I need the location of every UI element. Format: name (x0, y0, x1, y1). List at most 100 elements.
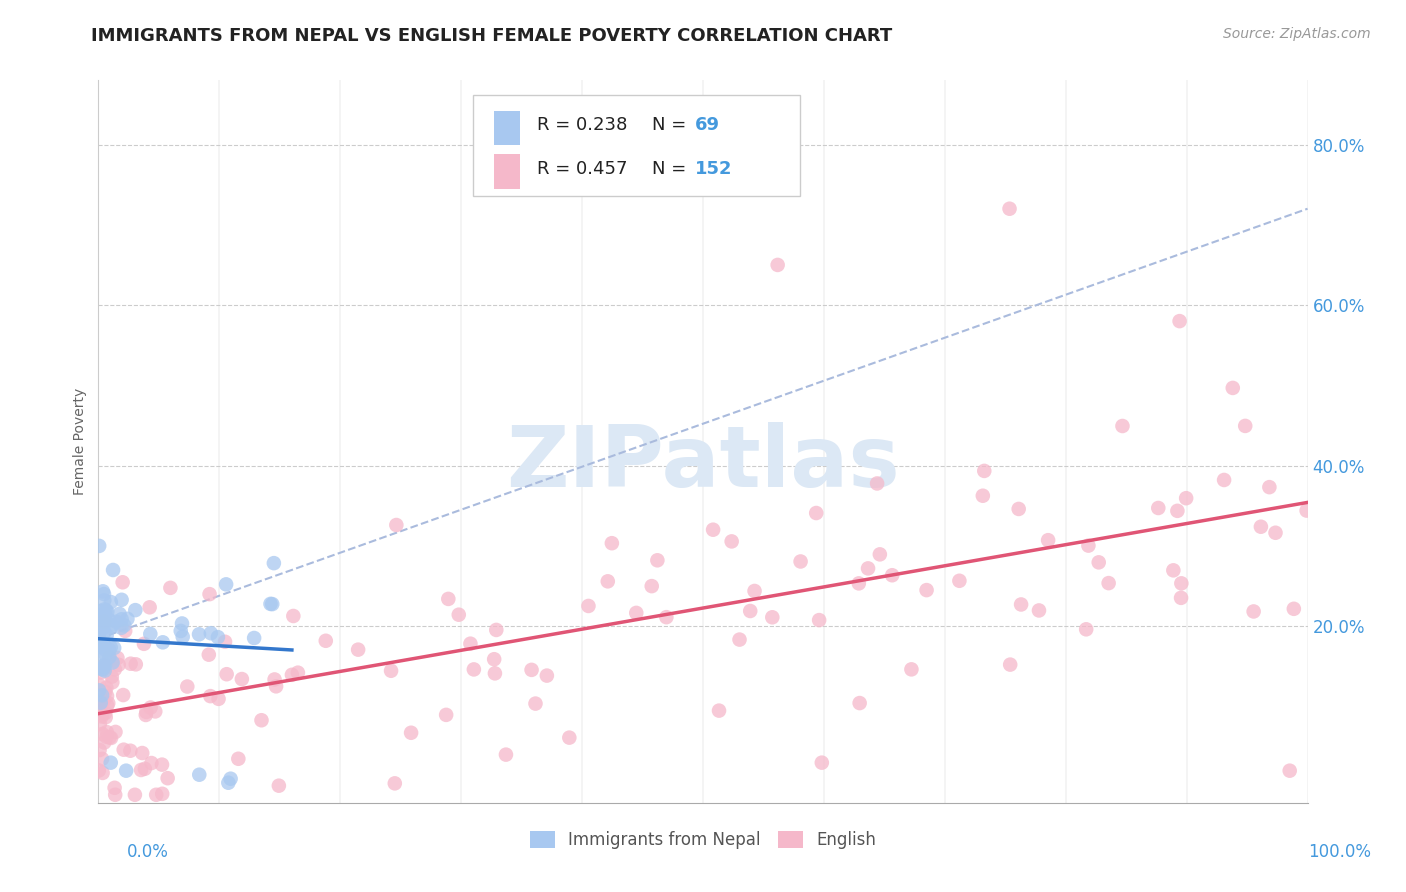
Point (135, 705, 157, 719)
Point (702, 523, 724, 537)
Point (93, 639, 115, 653)
Point (217, 776, 239, 790)
Point (972, 489, 994, 503)
Point (214, 634, 236, 648)
Point (384, 776, 406, 790)
Point (93, 659, 115, 673)
Point (437, 591, 460, 606)
Point (94, 603, 117, 617)
Point (90, 615, 112, 629)
Text: R = 0.238: R = 0.238 (537, 117, 627, 135)
Point (170, 624, 193, 638)
Point (1036, 533, 1059, 548)
Point (98, 731, 121, 745)
Point (198, 648, 221, 662)
Point (94, 710, 117, 724)
Point (536, 668, 558, 682)
Point (89, 743, 111, 757)
Point (108, 607, 131, 621)
Point (114, 624, 136, 638)
Text: 69: 69 (695, 117, 720, 135)
Point (87, 625, 110, 640)
Point (482, 652, 505, 666)
Point (869, 547, 891, 561)
Point (112, 742, 135, 756)
Point (93, 625, 115, 640)
Point (101, 656, 124, 670)
Point (998, 202, 1021, 216)
Point (150, 757, 173, 772)
Point (93, 664, 115, 678)
Point (287, 665, 309, 680)
Point (1264, 525, 1286, 540)
Point (188, 767, 211, 781)
FancyBboxPatch shape (494, 111, 520, 145)
Point (90, 640, 112, 654)
Point (267, 779, 290, 793)
Point (1175, 491, 1198, 506)
Point (1170, 591, 1192, 605)
Point (1147, 500, 1170, 515)
Point (111, 592, 134, 607)
Point (90, 665, 112, 680)
Point (94, 685, 117, 699)
Point (98, 650, 121, 665)
Text: 100.0%: 100.0% (1308, 843, 1371, 861)
Point (96, 681, 118, 695)
Point (152, 635, 174, 649)
Point (100, 640, 122, 655)
Point (1028, 603, 1050, 617)
Point (93, 735, 115, 749)
Point (97, 613, 120, 627)
Point (463, 662, 485, 676)
Point (156, 771, 179, 785)
Point (1243, 604, 1265, 618)
Point (399, 725, 422, 739)
Point (848, 576, 870, 591)
Point (380, 664, 402, 678)
FancyBboxPatch shape (474, 95, 800, 196)
Point (1087, 555, 1109, 569)
Point (93, 593, 115, 607)
Text: N =: N = (652, 160, 692, 178)
Point (215, 667, 238, 681)
Point (132, 637, 155, 651)
Point (447, 607, 470, 622)
Point (87, 683, 110, 698)
Point (107, 651, 129, 665)
Point (998, 657, 1021, 672)
Point (740, 604, 762, 618)
Point (856, 561, 879, 575)
Y-axis label: Female Poverty: Female Poverty (73, 388, 87, 495)
Point (1295, 503, 1317, 517)
Point (948, 574, 970, 588)
Point (647, 553, 669, 567)
Point (91, 662, 114, 676)
Point (228, 752, 250, 766)
Point (215, 577, 238, 591)
Point (91, 658, 114, 673)
Point (94, 615, 117, 629)
Point (866, 476, 889, 491)
Point (89, 619, 111, 633)
Point (100, 756, 122, 770)
Point (124, 788, 146, 802)
Point (90, 662, 112, 676)
Point (129, 763, 152, 777)
Point (973, 464, 995, 478)
Point (578, 599, 600, 613)
Point (91, 661, 114, 675)
Point (91, 584, 114, 599)
Point (176, 680, 198, 694)
Point (94, 657, 117, 672)
Point (117, 612, 139, 626)
Point (93, 694, 115, 708)
Point (107, 657, 129, 672)
Point (96, 725, 118, 739)
Point (111, 575, 134, 590)
Point (283, 609, 305, 624)
Point (207, 630, 229, 644)
Point (98, 650, 121, 665)
Point (89, 698, 111, 713)
Point (112, 618, 135, 632)
